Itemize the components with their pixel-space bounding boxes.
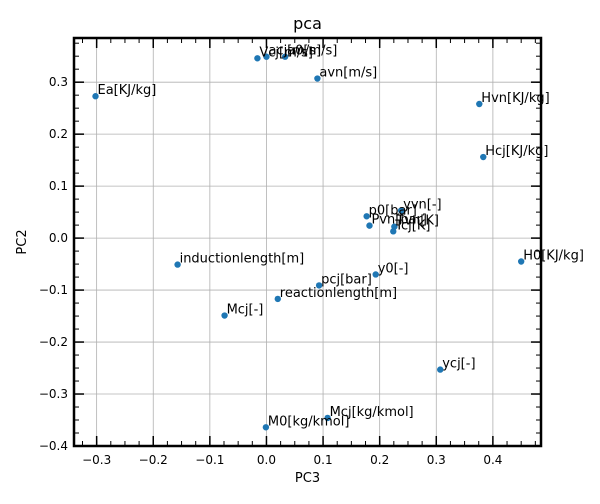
point-label: pcj[bar] — [321, 272, 372, 287]
scatter-point — [517, 258, 525, 265]
x-tick-label: −0.2 — [139, 453, 168, 467]
y-tick-label: −0.2 — [39, 335, 68, 349]
point-label-layer: Vcj[m/s]acj[m/s]a0[m/s] avn[m/s] Ea[KJ/kg]… — [98, 44, 584, 430]
scatter-point — [254, 55, 261, 62]
scatter-point — [274, 295, 281, 303]
point-label: p0[bar] — [369, 203, 417, 218]
y-tick-label: 0.0 — [49, 231, 68, 245]
x-tick-label: 0.4 — [483, 453, 502, 467]
point-label: Vcj[m/s] — [259, 45, 313, 60]
scatter-point — [221, 312, 228, 319]
scatter-point — [174, 261, 181, 268]
point-label: M0[kg/kmol] — [268, 414, 350, 429]
y-tick-label: −0.3 — [39, 387, 68, 401]
point-label: H0[KJ/kg] — [523, 248, 584, 263]
scatter-point — [476, 100, 483, 108]
scatter-point — [262, 424, 270, 431]
x-tick-label: 0.0 — [257, 453, 276, 467]
point-label: ycj[-] — [442, 357, 475, 372]
x-tick-label: −0.3 — [82, 453, 111, 467]
point-label: reactionlength[m] — [280, 286, 397, 301]
scatter-point — [366, 222, 373, 229]
chart-title: pca — [293, 14, 322, 33]
point-label: Tcj[K] — [394, 218, 430, 233]
scatter-point — [314, 75, 321, 82]
point-label: Tvn[K] — [395, 214, 439, 229]
point-label: Ea[KJ/kg] — [98, 83, 157, 98]
y-tick-label: 0.2 — [49, 127, 68, 141]
scatter-point — [363, 213, 370, 220]
x-tick-label: 0.3 — [427, 453, 446, 467]
y-axis-label: PC2 — [15, 229, 30, 254]
y-tick-label: −0.1 — [39, 283, 68, 297]
scatter-point — [315, 282, 323, 289]
point-label: Pvn[bar] — [371, 213, 426, 228]
point-layer — [92, 53, 525, 431]
y-tick-label: 0.3 — [49, 75, 68, 89]
point-label: inductionlength[m] — [180, 252, 305, 267]
point-label: avn[m/s] — [319, 66, 377, 81]
scatter-point — [324, 414, 331, 422]
point-label: a0[m/s] — [287, 44, 337, 59]
point-label: acj[m/s] — [268, 44, 321, 59]
scatter-point — [480, 153, 487, 161]
x-tick-label: −0.1 — [195, 453, 224, 467]
point-label: Mcj[kg/kmol] — [330, 405, 414, 420]
y-tick-label: 0.1 — [49, 179, 68, 193]
y-tick-label: −0.4 — [39, 439, 68, 453]
scatter-point — [437, 366, 444, 373]
scatter-point — [390, 228, 397, 235]
scatter-point — [281, 53, 289, 60]
x-tick-label: 0.2 — [370, 453, 389, 467]
point-label: Hcj[KJ/kg] — [485, 144, 548, 159]
point-label: Mcj[-] — [227, 303, 264, 318]
scatter-point — [372, 271, 379, 278]
point-label: y0[-] — [378, 261, 409, 276]
scatter-point — [397, 207, 405, 214]
x-tick-label: 0.1 — [314, 453, 333, 467]
x-axis-label: PC3 — [295, 471, 320, 486]
point-label: yvn[-] — [403, 198, 441, 213]
point-label: Hvn[KJ/kg] — [481, 91, 549, 106]
plot-frame — [72, 36, 543, 448]
scatter-point — [263, 53, 270, 60]
scatter-point — [92, 93, 99, 100]
